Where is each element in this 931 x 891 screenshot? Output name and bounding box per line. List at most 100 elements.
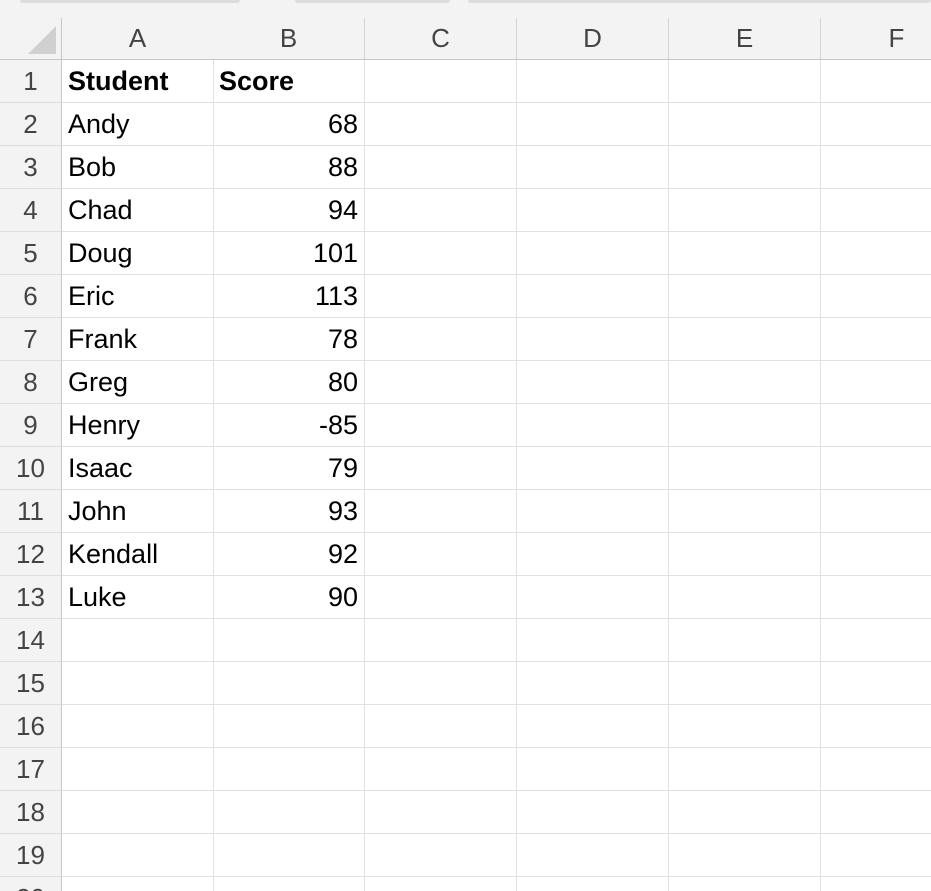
cell[interactable] — [365, 834, 517, 877]
column-header[interactable]: F — [821, 18, 931, 60]
cell[interactable]: John — [62, 490, 214, 533]
cell[interactable] — [365, 146, 517, 189]
tab[interactable] — [468, 0, 931, 3]
cell[interactable] — [517, 576, 669, 619]
cell[interactable] — [365, 361, 517, 404]
cell[interactable] — [669, 619, 821, 662]
row-header[interactable]: 16 — [0, 705, 62, 748]
cell[interactable] — [669, 662, 821, 705]
cell[interactable] — [821, 232, 931, 275]
cell[interactable] — [365, 275, 517, 318]
cell[interactable]: Kendall — [62, 533, 214, 576]
cell[interactable]: 79 — [213, 447, 365, 490]
cell[interactable] — [821, 318, 931, 361]
row-header[interactable]: 9 — [0, 404, 62, 447]
cell[interactable] — [365, 576, 517, 619]
cell[interactable] — [821, 619, 931, 662]
cell[interactable] — [669, 791, 821, 834]
cell[interactable] — [669, 404, 821, 447]
cell[interactable] — [821, 576, 931, 619]
cell[interactable] — [365, 533, 517, 576]
cell[interactable]: Andy — [62, 103, 214, 146]
cell[interactable] — [213, 834, 365, 877]
cell[interactable]: Doug — [62, 232, 214, 275]
cell[interactable] — [517, 834, 669, 877]
cell[interactable] — [517, 748, 669, 791]
row-header[interactable]: 13 — [0, 576, 62, 619]
cell[interactable] — [821, 662, 931, 705]
cell[interactable] — [213, 662, 365, 705]
cell[interactable] — [517, 60, 669, 103]
cell[interactable] — [365, 877, 517, 891]
column-header[interactable]: D — [517, 18, 669, 60]
cell[interactable] — [669, 705, 821, 748]
row-header[interactable]: 3 — [0, 146, 62, 189]
cell[interactable]: 94 — [213, 189, 365, 232]
row-header[interactable]: 8 — [0, 361, 62, 404]
cell[interactable] — [517, 490, 669, 533]
cell[interactable]: 90 — [213, 576, 365, 619]
cell[interactable]: 92 — [213, 533, 365, 576]
cell[interactable] — [669, 103, 821, 146]
cell[interactable] — [517, 662, 669, 705]
cell[interactable] — [821, 834, 931, 877]
cell[interactable] — [517, 361, 669, 404]
tab[interactable] — [295, 0, 450, 3]
cell[interactable] — [517, 791, 669, 834]
cell[interactable] — [669, 834, 821, 877]
cell[interactable] — [669, 275, 821, 318]
tab[interactable] — [20, 0, 240, 3]
row-header[interactable]: 11 — [0, 490, 62, 533]
cell[interactable] — [821, 705, 931, 748]
cell[interactable]: Isaac — [62, 447, 214, 490]
cell[interactable]: Chad — [62, 189, 214, 232]
cell[interactable] — [62, 748, 214, 791]
cell[interactable] — [821, 361, 931, 404]
row-header[interactable]: 2 — [0, 103, 62, 146]
cell[interactable]: Student — [62, 60, 214, 103]
cell[interactable]: 113 — [213, 275, 365, 318]
row-header[interactable]: 20 — [0, 877, 62, 891]
column-header[interactable]: E — [669, 18, 821, 60]
cell[interactable] — [62, 662, 214, 705]
cell[interactable] — [669, 877, 821, 891]
column-header[interactable]: A — [62, 18, 214, 60]
cell[interactable] — [517, 619, 669, 662]
cell[interactable]: Bob — [62, 146, 214, 189]
cell[interactable] — [669, 146, 821, 189]
cell[interactable] — [213, 619, 365, 662]
cell[interactable] — [669, 189, 821, 232]
cell[interactable] — [669, 232, 821, 275]
cell[interactable] — [669, 318, 821, 361]
cell[interactable] — [62, 791, 214, 834]
cell[interactable] — [517, 533, 669, 576]
cell[interactable] — [62, 619, 214, 662]
cell[interactable] — [62, 877, 214, 891]
cell[interactable] — [365, 189, 517, 232]
cell[interactable] — [821, 791, 931, 834]
cell[interactable]: Henry — [62, 404, 214, 447]
cell[interactable] — [365, 662, 517, 705]
cell[interactable] — [365, 791, 517, 834]
cell[interactable] — [821, 490, 931, 533]
cell[interactable] — [517, 318, 669, 361]
column-header[interactable]: B — [213, 18, 365, 60]
cell[interactable]: 88 — [213, 146, 365, 189]
row-header[interactable]: 19 — [0, 834, 62, 877]
cell[interactable] — [517, 404, 669, 447]
cell[interactable] — [669, 361, 821, 404]
cell[interactable] — [213, 791, 365, 834]
cell[interactable] — [213, 705, 365, 748]
row-header[interactable]: 7 — [0, 318, 62, 361]
row-header[interactable]: 12 — [0, 533, 62, 576]
cell[interactable] — [669, 576, 821, 619]
cell[interactable]: 93 — [213, 490, 365, 533]
cell[interactable] — [62, 834, 214, 877]
row-header[interactable]: 6 — [0, 275, 62, 318]
cell[interactable] — [669, 60, 821, 103]
cell[interactable]: Greg — [62, 361, 214, 404]
cell[interactable] — [365, 60, 517, 103]
cell[interactable]: 101 — [213, 232, 365, 275]
cell[interactable] — [365, 748, 517, 791]
cell[interactable] — [365, 103, 517, 146]
